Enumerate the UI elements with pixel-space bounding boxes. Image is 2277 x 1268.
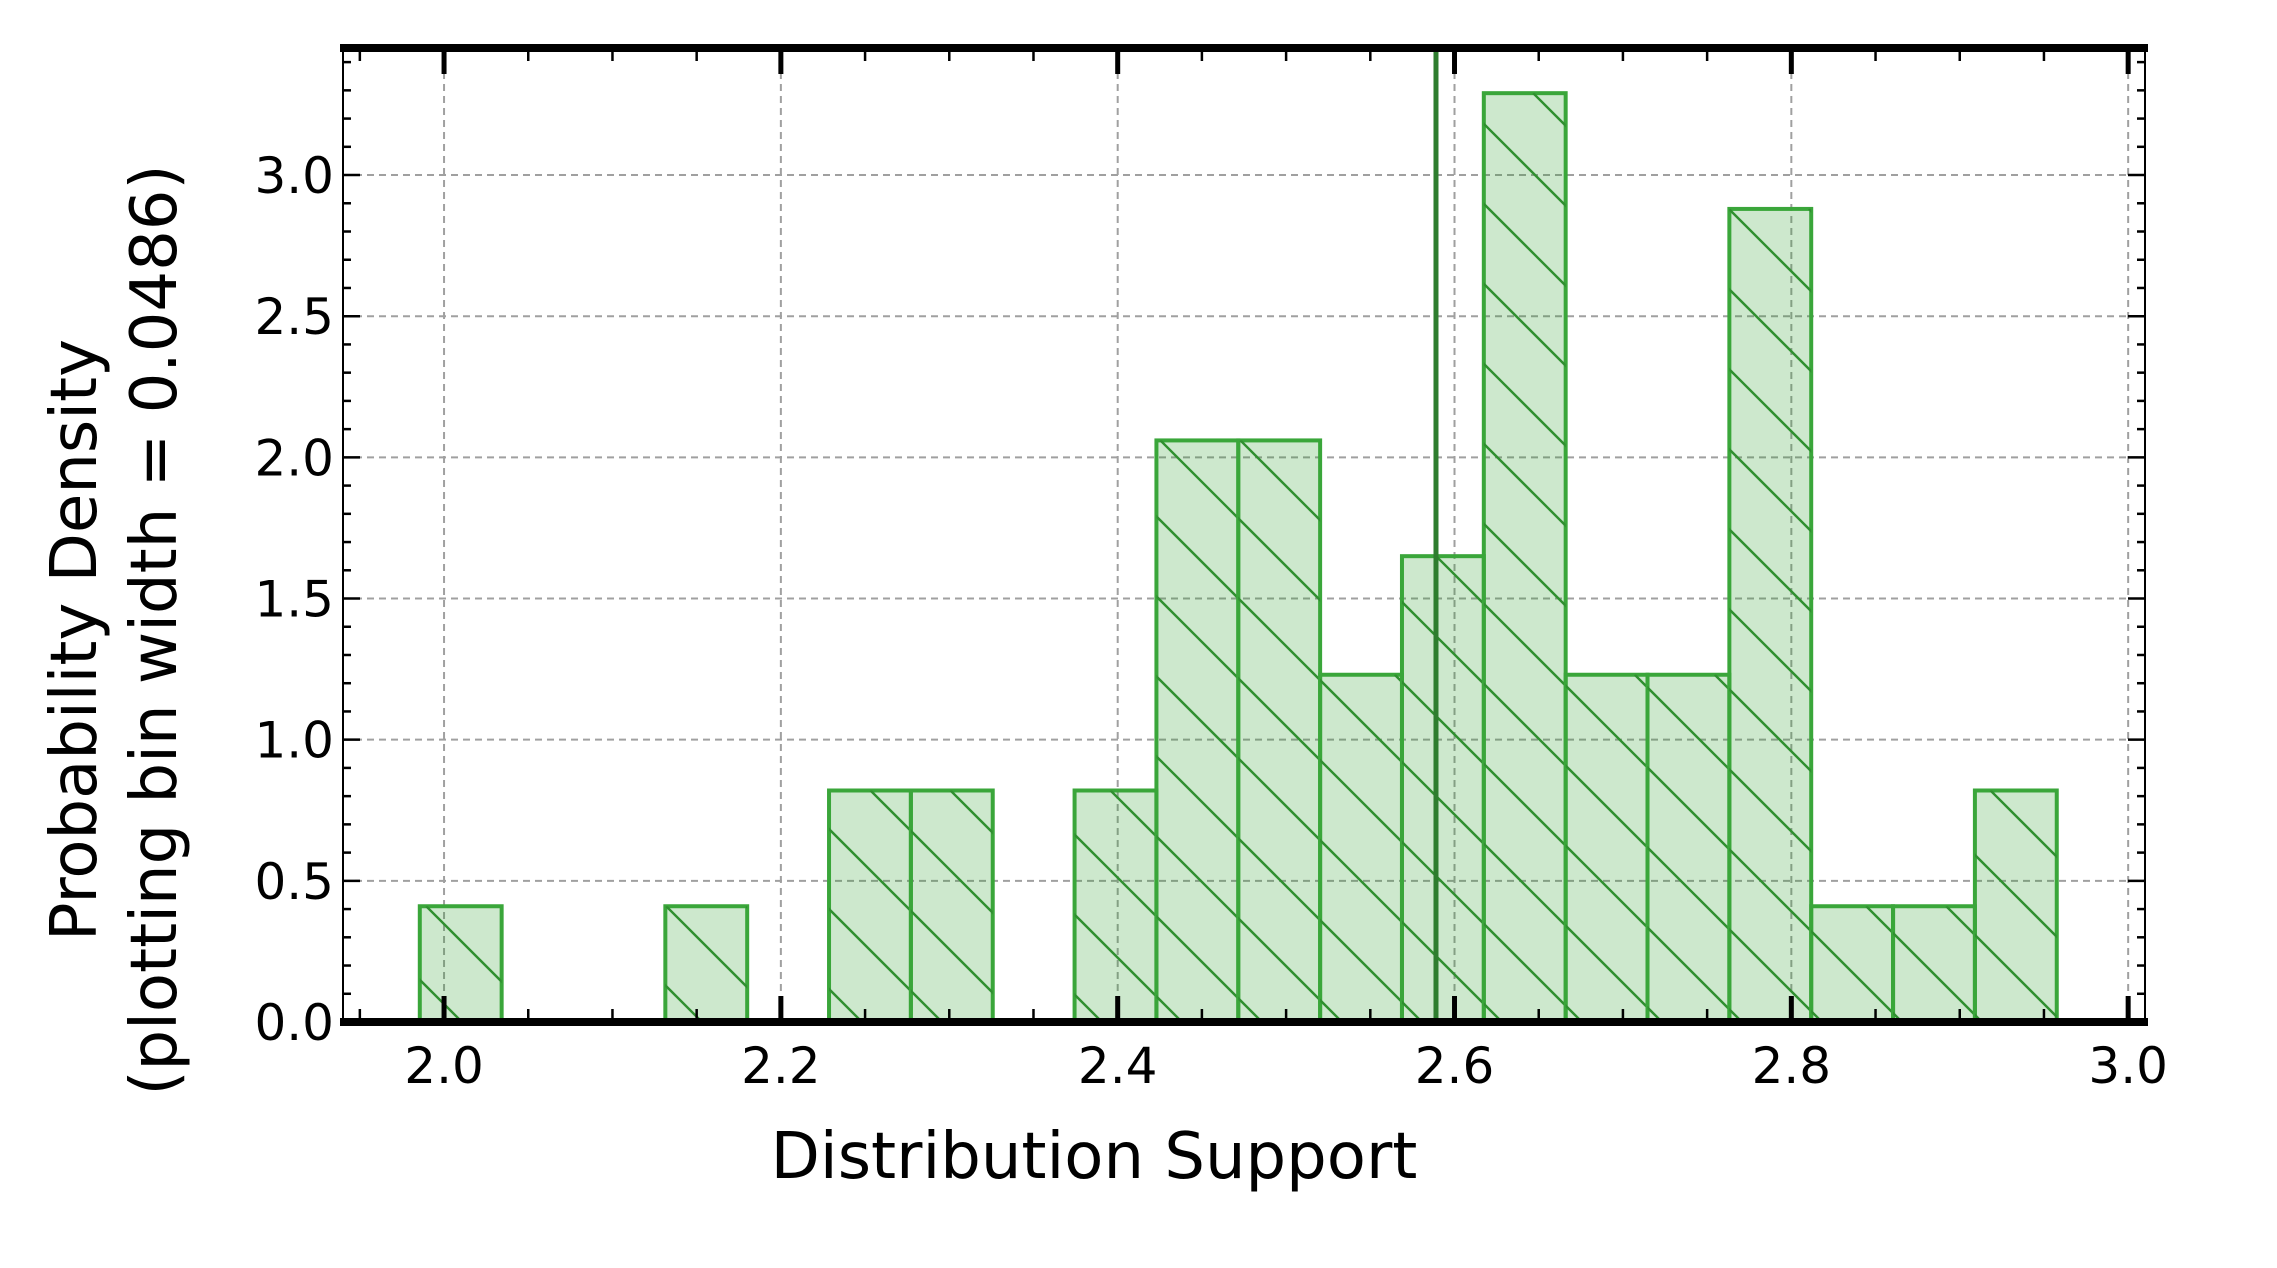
bar-hatch-6 xyxy=(1238,440,1321,1022)
axes-frame xyxy=(340,44,2148,1026)
histogram-bar xyxy=(663,904,750,1024)
bar-hatch-13 xyxy=(1811,906,1894,1022)
y-tick-label: 0.0 xyxy=(254,994,334,1052)
bar-rect-7 xyxy=(1318,672,1404,1024)
bar-rect-0 xyxy=(417,904,504,1024)
histogram-bar xyxy=(1891,904,1977,1024)
x-tick-label: 2.6 xyxy=(1415,1037,1495,1095)
x-tick-label: 3.0 xyxy=(2088,1037,2168,1095)
grid-lines xyxy=(343,48,2145,1022)
x-tick-label: 2.4 xyxy=(1078,1037,1158,1095)
histogram-bar xyxy=(1481,91,1568,1024)
histogram-bar xyxy=(417,904,504,1024)
bar-hatch-12 xyxy=(1729,208,1812,1022)
bar-rect-2 xyxy=(827,788,913,1024)
y-tick-label: 0.5 xyxy=(254,853,334,911)
bar-rect-6 xyxy=(1236,438,1323,1024)
histogram-bars xyxy=(417,91,2059,1024)
y-axis-title-line1: Probability Density xyxy=(38,339,112,941)
y-axis-title-line2: (plotting bin width = 0.0486) xyxy=(118,165,192,1096)
x-tick-label: 2.8 xyxy=(1752,1037,1832,1095)
axis-ticks xyxy=(343,48,2145,1024)
y-tick-label: 1.5 xyxy=(254,571,334,629)
y-tick-label: 1.0 xyxy=(254,712,334,770)
bar-hatch-7 xyxy=(1320,674,1402,1022)
bar-rect-5 xyxy=(1154,438,1241,1024)
bar-hatch-14 xyxy=(1893,906,1975,1022)
bar-hatch-1 xyxy=(665,906,748,1022)
bar-hatch-10 xyxy=(1565,674,1648,1022)
bar-rect-10 xyxy=(1563,672,1650,1024)
bar-rect-8 xyxy=(1399,554,1486,1024)
tick-labels: 2.0 2.2 2.4 2.6 2.8 3.0 0.0 0.5 1.0 1.5 2.0 2.5 3.0 xyxy=(254,147,2167,1095)
bar-rect-3 xyxy=(908,788,995,1024)
x-tick-label: 2.0 xyxy=(404,1037,484,1095)
histogram-bar xyxy=(1072,788,1159,1024)
bar-hatch-9 xyxy=(1483,93,1566,1022)
bar-rect-13 xyxy=(1809,904,1896,1024)
x-axis-title: Distribution Support xyxy=(771,1120,1418,1194)
y-tick-label: 2.0 xyxy=(254,429,334,487)
bar-rect-1 xyxy=(663,904,750,1024)
histogram-bar xyxy=(1236,438,1323,1024)
histogram-bar xyxy=(1563,672,1650,1024)
x-tick-label: 2.2 xyxy=(741,1037,821,1095)
bar-hatch-3 xyxy=(910,790,993,1022)
bar-rect-15 xyxy=(1972,788,2059,1024)
bar-hatch-5 xyxy=(1156,440,1239,1022)
bar-hatch-4 xyxy=(1074,790,1157,1022)
histogram-bar xyxy=(1154,438,1241,1024)
bar-hatch-15 xyxy=(1974,790,2057,1022)
y-tick-label: 3.0 xyxy=(254,147,334,205)
y-tick-label: 2.5 xyxy=(254,288,334,346)
bar-rect-9 xyxy=(1481,91,1568,1024)
